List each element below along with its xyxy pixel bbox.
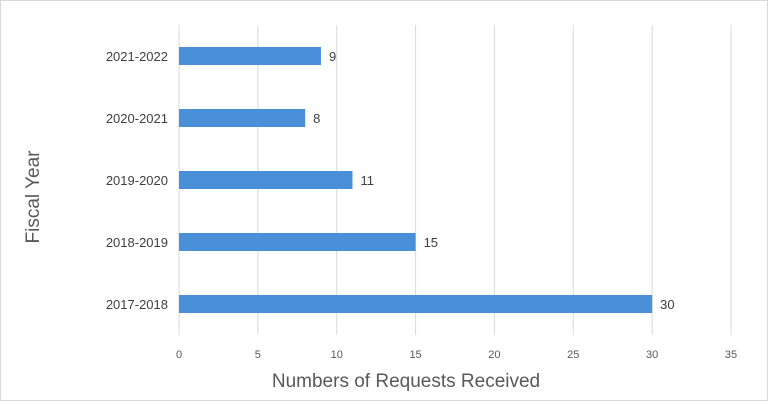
- bar-2019-2020: [179, 171, 353, 189]
- data-label-2020-2021: 8: [313, 111, 320, 126]
- x-tick-label: 35: [725, 349, 737, 361]
- x-tick-label: 0: [176, 349, 182, 361]
- y-tick-label-2018-2019: 2018-2019: [106, 235, 168, 250]
- x-axis-ticks: 0 5 10 15 20 25 30 35: [176, 349, 737, 361]
- bar-2017-2018: [179, 295, 653, 313]
- x-tick-label: 5: [255, 349, 261, 361]
- data-label-2021-2022: 9: [329, 49, 336, 64]
- x-tick-label: 20: [488, 349, 500, 361]
- y-tick-label-2020-2021: 2020-2021: [106, 111, 168, 126]
- bar-2018-2019: [179, 233, 416, 251]
- x-tick-label: 25: [567, 349, 579, 361]
- bar-2020-2021: [179, 109, 306, 127]
- data-labels: 9 8 11 15 30: [313, 49, 674, 312]
- y-axis-ticks: 2021-2022 2020-2021 2019-2020 2018-2019 2017…: [106, 49, 168, 312]
- data-label-2019-2020: 11: [360, 173, 374, 188]
- data-label-2018-2019: 15: [424, 235, 438, 250]
- x-axis-title: Numbers of Requests Received: [272, 371, 540, 392]
- y-axis-title: Fiscal Year: [23, 150, 44, 244]
- data-label-2017-2018: 30: [660, 297, 674, 312]
- y-tick-label-2021-2022: 2021-2022: [106, 49, 168, 64]
- bar-2021-2022: [179, 47, 321, 65]
- bars: [179, 47, 653, 313]
- x-tick-label: 30: [646, 349, 658, 361]
- y-tick-label-2017-2018: 2017-2018: [106, 297, 168, 312]
- x-tick-label: 15: [409, 349, 421, 361]
- y-tick-label-2019-2020: 2019-2020: [106, 173, 168, 188]
- x-tick-label: 10: [331, 349, 343, 361]
